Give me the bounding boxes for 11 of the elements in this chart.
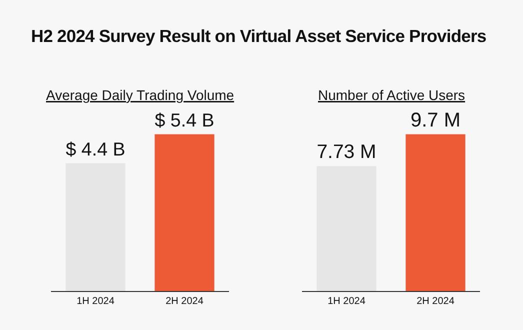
- chart-title: Number of Active Users: [318, 87, 466, 103]
- x-tick-label: 2H 2024: [416, 296, 455, 307]
- x-tick-label: 1H 2024: [76, 296, 115, 307]
- x-tick-label: 1H 2024: [328, 296, 366, 307]
- data-label: $ 4.4 B: [66, 138, 126, 160]
- x-tick-label: 2H 2024: [166, 296, 204, 307]
- data-label: 7.73 M: [316, 141, 376, 164]
- text: H2 2024 Survey Result on Virtual Asset Service Providers: [31, 26, 486, 47]
- chart-title: Average Daily Trading Volume: [46, 87, 234, 103]
- data-label: 9.7 M: [410, 109, 461, 132]
- data-label: $ 5.4 B: [154, 110, 214, 131]
